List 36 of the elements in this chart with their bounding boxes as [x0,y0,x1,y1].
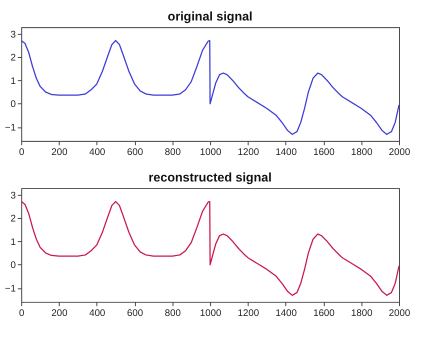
x-tick-label: 400 [89,146,106,158]
line-series [20,40,400,135]
y-tick-label: 1 [10,76,16,87]
line-series [20,200,400,296]
x-tick-label: 1800 [351,308,372,319]
x-tick-label: 200 [51,308,68,319]
y-tick-label: 2 [10,52,16,64]
x-tick-label: 800 [164,308,181,319]
chart-title: reconstructed signal [148,170,272,184]
x-tick-label: 1800 [351,146,372,158]
y-tick-label: 0 [10,260,16,272]
y-tick-label: 3 [10,190,16,202]
y-tick-label: 2 [10,214,16,225]
y-tick-label: −1 [4,283,16,294]
x-tick-label: 600 [126,308,144,319]
x-tick-label: 1200 [238,146,260,158]
y-tick-label: −1 [4,122,16,134]
x-tick-label: 1600 [313,308,335,319]
x-tick-label: 2000 [388,146,410,158]
y-tick-label: 3 [10,29,16,40]
x-tick-label: 400 [89,308,106,319]
x-tick-label: 600 [126,146,144,158]
x-tick-label: 2000 [388,308,410,319]
x-tick-label: 1400 [275,308,297,319]
x-tick-label: 1200 [238,308,260,319]
chart-title: original signal [168,9,253,24]
x-tick-label: 1400 [275,146,297,158]
x-tick-label: 1600 [313,146,335,158]
y-tick-label: 1 [10,236,16,248]
x-tick-label: 0 [19,146,24,158]
y-tick-label: 0 [10,99,16,110]
x-tick-label: 200 [51,146,68,158]
x-tick-label: 1000 [200,308,222,319]
x-tick-label: 1000 [200,146,222,158]
x-tick-label: 800 [164,146,181,158]
x-tick-label: 0 [19,308,24,319]
